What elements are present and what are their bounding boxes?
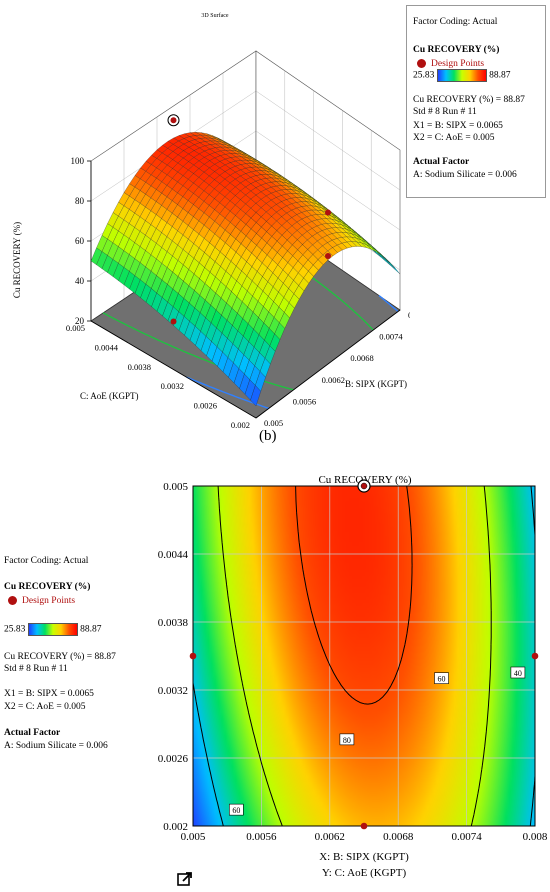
- legend-response-value: Cu RECOVERY (%) = 88.87: [413, 95, 525, 105]
- legend2-x2: X2 = C: AoE = 0.005: [4, 702, 86, 712]
- legend2-color-range: 25.83 88.87: [4, 623, 102, 637]
- c-tick-label: 0.002: [231, 420, 250, 430]
- y-axis-label: Y: C: AoE (KGPT): [322, 867, 407, 879]
- x-axis-label: X: B: SIPX (KGPT): [319, 851, 409, 863]
- c-tick-label: 0.0026: [194, 401, 217, 411]
- surface-title: 3D Surface: [201, 13, 229, 19]
- b-axis-line: [255, 309, 401, 419]
- contour-plot: 80 60 40 60 0.005 0.0056 0.0062 0.0068 0.0074 0.…: [158, 479, 548, 879]
- range-max: 88.87: [80, 624, 102, 635]
- surface-cell: [250, 385, 261, 407]
- contour-figure: Factor Coding: Actual Cu RECOVERY (%) De…: [0, 460, 550, 892]
- contour-line-80: [295, 486, 413, 705]
- x-tick-label: 0.008: [523, 831, 548, 843]
- legend2-response-value: Cu RECOVERY (%) = 88.87: [4, 652, 116, 662]
- y-tick-label: 0.002: [163, 821, 188, 833]
- b-tick-label: 0.008: [408, 310, 410, 320]
- design-point: [360, 822, 368, 830]
- legend-x2: X2 = C: AoE = 0.005: [413, 133, 495, 143]
- color-gradient-bar: [27, 623, 78, 636]
- range-max: 88.87: [489, 70, 511, 81]
- surface-figure: 3D Surface 20 40 60 80 100 0.005 0.0044 0.0038…: [12, 5, 546, 444]
- design-points-label: Design Points: [431, 59, 485, 69]
- z-tick-label: 20: [75, 316, 85, 326]
- design-point-icon: [8, 596, 17, 606]
- contour-label-box: [434, 672, 449, 684]
- legend-sodium-silicate: A: Sodium Silicate = 0.006: [413, 170, 517, 180]
- legend-factor-coding: Factor Coding: Actual: [413, 17, 498, 27]
- y-tick-label: 0.0026: [158, 753, 189, 765]
- x-tick-label: 0.0056: [246, 831, 277, 843]
- color-gradient-bar: [436, 69, 487, 82]
- c-tick-label: 0.0038: [128, 362, 151, 372]
- c-tick-label: 0.005: [66, 323, 85, 333]
- legend2-response-title: Cu RECOVERY (%): [4, 582, 91, 592]
- range-min: 25.83: [4, 624, 26, 635]
- legend-design-points: Design Points: [417, 58, 484, 71]
- design-point: [189, 652, 197, 660]
- contour-label: 40: [514, 669, 522, 678]
- surface-legend: Factor Coding: Actual Cu RECOVERY (%) De…: [406, 5, 546, 198]
- design-point: [360, 482, 368, 490]
- legend-color-range: 25.83 88.87: [413, 69, 511, 83]
- design-point-icon: [417, 59, 426, 69]
- legend-x1: X1 = B: SIPX = 0.0065: [413, 121, 503, 131]
- y-tick-label: 0.0038: [158, 617, 189, 629]
- design-points-label: Design Points: [22, 596, 76, 606]
- legend2-factor-coding: Factor Coding: Actual: [4, 556, 89, 566]
- figure-caption: (b): [259, 428, 277, 444]
- z-tick-label: 100: [71, 156, 85, 166]
- surface-3d-plot: 20 40 60 80 100 0.005 0.0044 0.0038 0.0032 0.002…: [12, 50, 410, 430]
- c-axis-line: [90, 320, 257, 419]
- z-tick-label: 40: [75, 276, 85, 286]
- contour-label-box: [339, 733, 355, 746]
- b-tick-label: 0.0068: [350, 353, 373, 363]
- legend2-x1: X1 = B: SIPX = 0.0065: [4, 689, 94, 699]
- wall-grid: [255, 90, 401, 191]
- z-axis-label: Cu RECOVERY (%): [12, 222, 22, 298]
- contour-line-60: [217, 486, 492, 826]
- contour-label: 60: [232, 806, 240, 815]
- x-tick-label: 0.0068: [383, 831, 414, 843]
- b-tick-label: 0.0056: [293, 396, 316, 406]
- legend2-sodium-silicate: A: Sodium Silicate = 0.006: [4, 741, 108, 751]
- open-external-icon[interactable]: [176, 870, 194, 888]
- legend2-std-run: Std # 8 Run # 11: [4, 664, 68, 674]
- contour-label: 60: [438, 675, 446, 684]
- surface-design-point: [325, 209, 331, 216]
- c-tick-label: 0.0032: [161, 381, 184, 391]
- b-tick-label: 0.0074: [379, 332, 403, 342]
- b-tick-label: 0.0062: [322, 375, 345, 385]
- design-point: [531, 652, 539, 660]
- x-tick-label: 0.0062: [315, 831, 345, 843]
- heatmap-image: [193, 486, 535, 826]
- legend-response-title: Cu RECOVERY (%): [413, 45, 500, 55]
- legend2-design-points: Design Points: [8, 595, 75, 608]
- z-tick-label: 60: [75, 236, 85, 246]
- contour-label-box: [229, 803, 244, 816]
- c-tick-label: 0.0044: [95, 342, 119, 352]
- y-tick-label: 0.0044: [158, 549, 189, 561]
- b-tick-label: 0.005: [264, 418, 283, 428]
- x-tick-label: 0.005: [181, 831, 206, 843]
- c-axis-label: C: AoE (KGPT): [80, 391, 139, 401]
- wall-grid: [255, 130, 401, 231]
- y-tick-label: 0.0032: [158, 685, 188, 697]
- legend-std-run: Std # 8 Run # 11: [413, 107, 477, 117]
- contour-label-box: [510, 666, 526, 679]
- surface-design-point: [170, 318, 177, 325]
- x-tick-label: 0.0074: [451, 831, 482, 843]
- range-min: 25.83: [413, 70, 435, 81]
- legend2-actual-factor: Actual Factor: [4, 728, 61, 738]
- z-tick-label: 80: [75, 196, 85, 206]
- b-axis-label: B: SIPX (KGPT): [345, 379, 407, 389]
- surface-design-point: [170, 117, 177, 124]
- contour-label: 80: [343, 736, 351, 745]
- legend-actual-factor: Actual Factor: [413, 157, 470, 167]
- surface-design-point: [325, 253, 331, 259]
- y-tick-label: 0.005: [163, 481, 188, 493]
